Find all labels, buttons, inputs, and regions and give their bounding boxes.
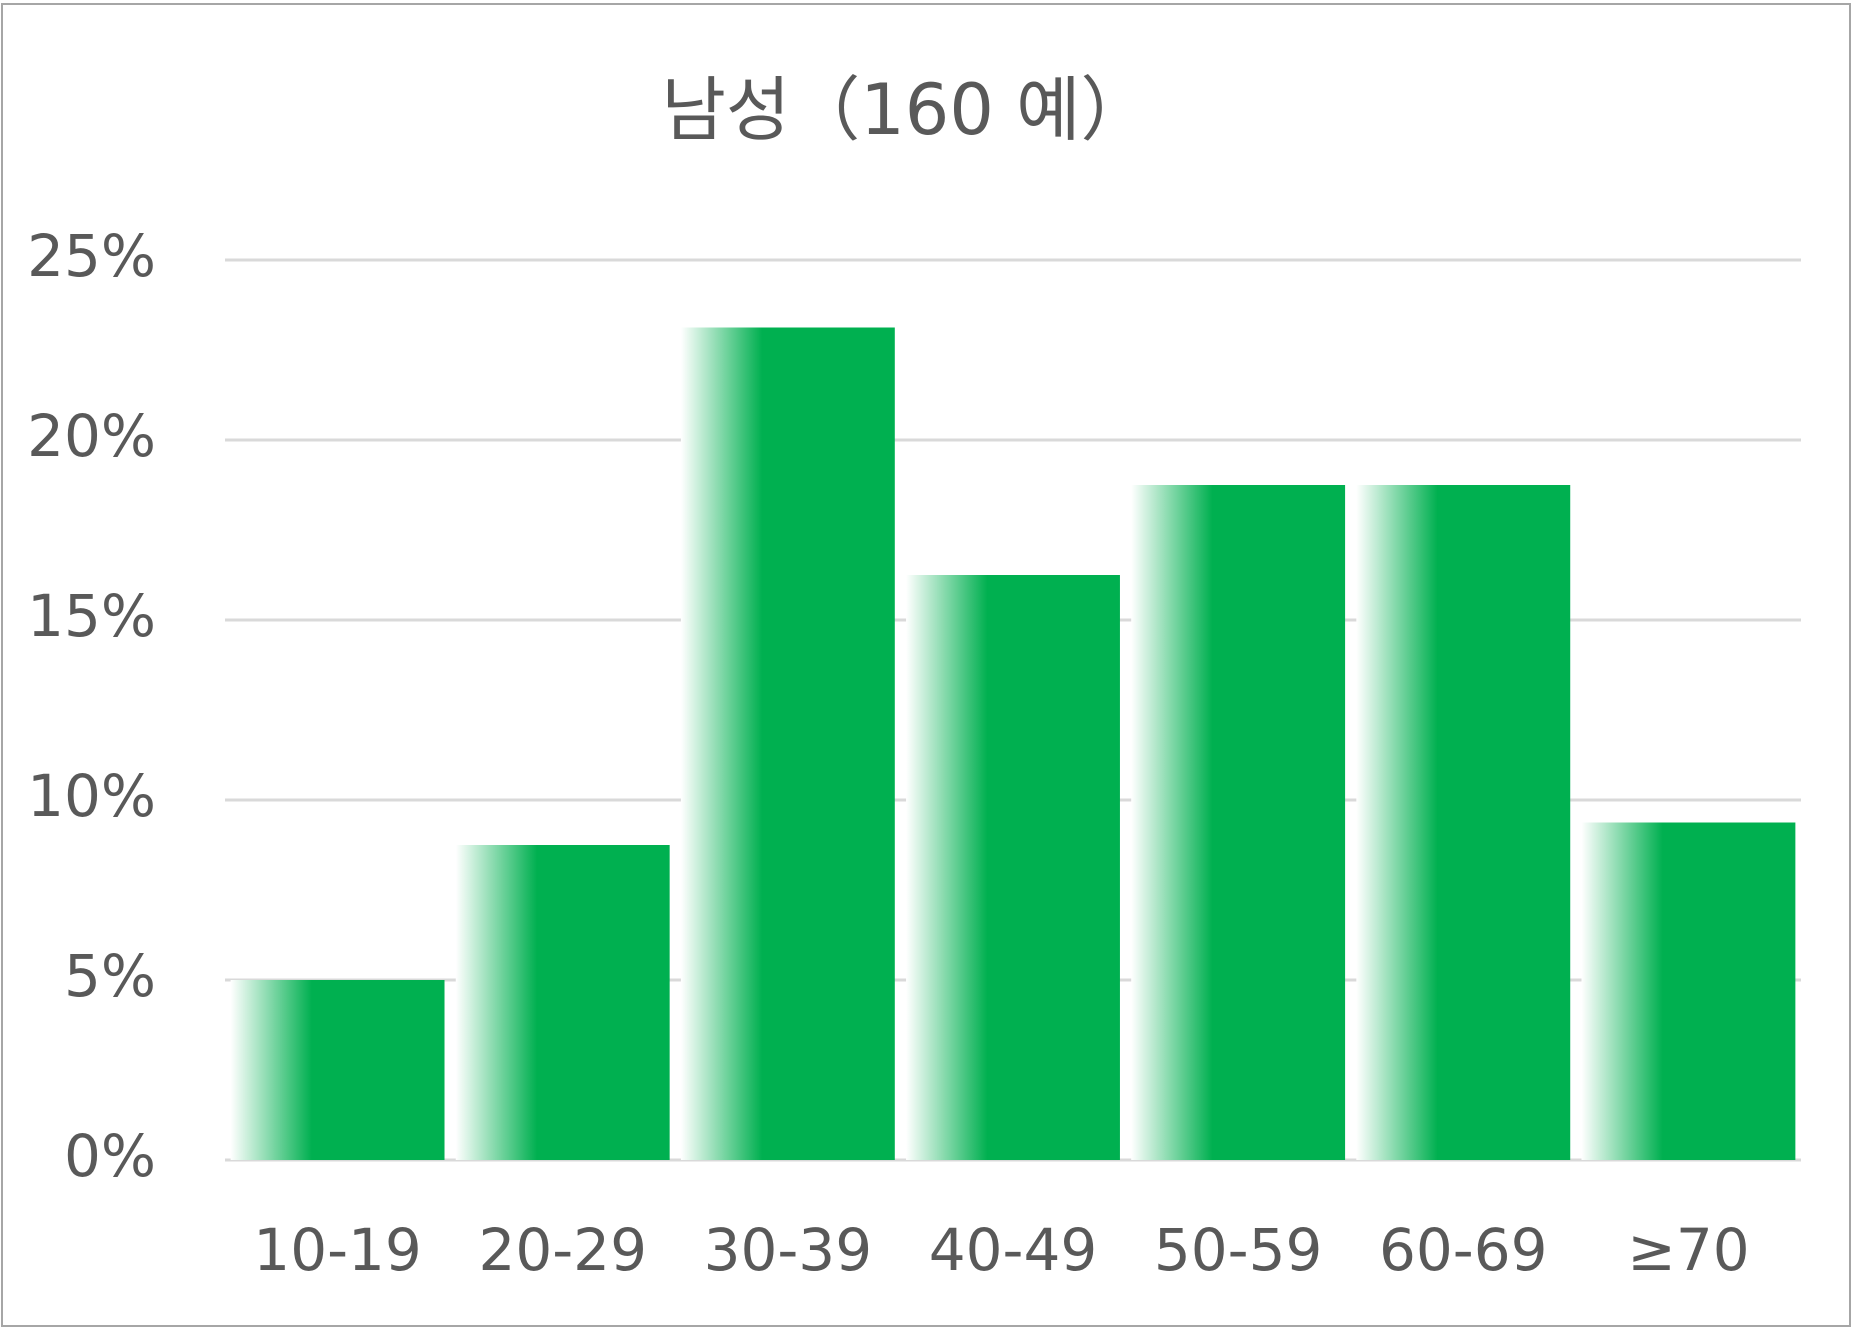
y-tick-label: 20% (27, 402, 156, 470)
x-tick-label: 60-69 (1379, 1216, 1548, 1284)
bar (1581, 822, 1796, 1160)
bar (455, 845, 670, 1160)
bar (1131, 485, 1346, 1160)
y-tick-label: 10% (27, 762, 156, 830)
x-tick-label: 10-19 (253, 1216, 422, 1284)
y-tick-label: 15% (27, 582, 156, 650)
y-tick-label: 0% (64, 1122, 156, 1190)
x-tick-label: 30-39 (704, 1216, 873, 1284)
bar (1356, 485, 1571, 1160)
x-tick-label: 40-49 (929, 1216, 1098, 1284)
chart-title: 남성（160 예） (661, 69, 1150, 151)
bar (230, 980, 445, 1160)
bar (906, 575, 1120, 1160)
bar (680, 327, 895, 1160)
x-tick-label: 20-29 (478, 1216, 647, 1284)
x-tick-label: ≥70 (1627, 1216, 1749, 1284)
y-tick-label: 25% (27, 222, 156, 290)
y-tick-label: 5% (64, 942, 156, 1010)
x-tick-label: 50-59 (1154, 1216, 1323, 1284)
